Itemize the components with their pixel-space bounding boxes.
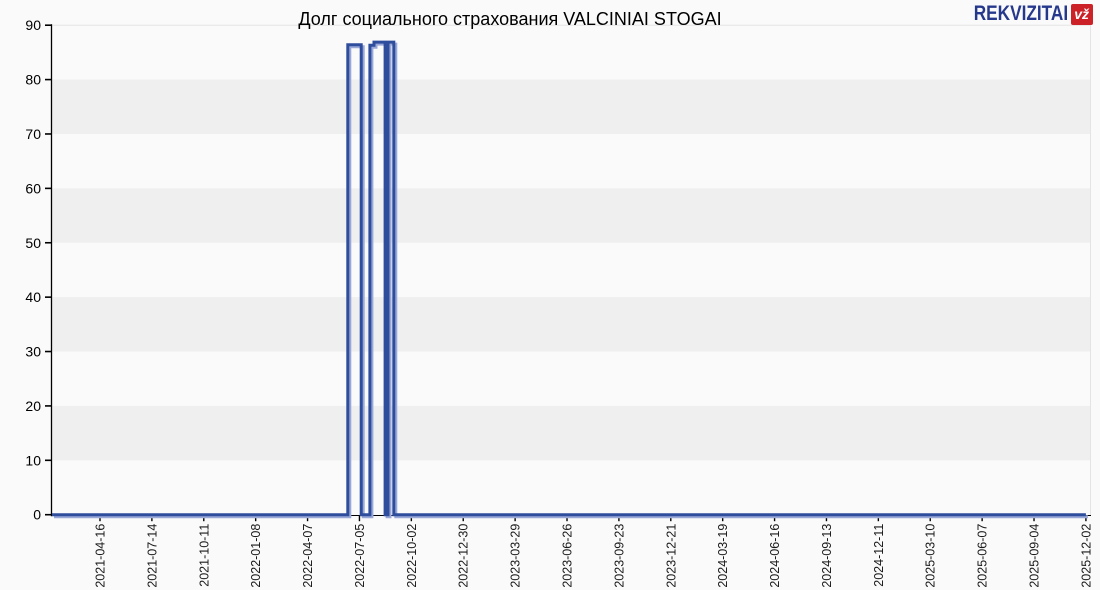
grid-band	[52, 188, 1091, 243]
x-axis-label: 2025-03-10	[924, 524, 938, 588]
y-axis-label: 70	[25, 126, 41, 142]
y-axis-label: 20	[25, 398, 41, 414]
y-axis-label: 0	[33, 507, 41, 523]
x-axis-label: 2023-09-23	[612, 524, 626, 588]
grid-band	[52, 79, 1091, 134]
data-line	[52, 40, 1086, 517]
x-axis-label: 2021-10-11	[197, 524, 211, 587]
x-axis-label: 2024-03-19	[716, 524, 730, 588]
x-axis-label: 2022-10-02	[405, 524, 419, 588]
x-axis-label: 2022-01-08	[249, 524, 263, 588]
x-axis-label: 2025-06-07	[976, 524, 990, 588]
x-axis-label: 2023-06-26	[561, 524, 575, 588]
logo-vz-badge: vž	[1071, 3, 1093, 25]
y-axis-label: 10	[25, 452, 41, 468]
x-axis-label: 2023-03-29	[509, 524, 523, 588]
x-axis-label: 2023-12-21	[664, 524, 678, 588]
chart-title: Долг социального страхования VALCINIAI S…	[298, 9, 722, 29]
rekvizitai-logo[interactable]: REKVIZITAI vž	[953, 2, 1093, 26]
y-axis-label: 60	[25, 180, 41, 196]
y-axis-label: 90	[25, 17, 41, 33]
grid-band	[52, 405, 1091, 461]
x-axis-label: 2022-04-07	[301, 524, 315, 588]
grid-band	[52, 297, 1091, 352]
x-axis-label: 2024-12-11	[872, 524, 886, 587]
y-axis-label: 30	[25, 344, 41, 360]
x-axis-label: 2024-09-13	[820, 524, 834, 588]
x-axis-label: 2025-12-02	[1079, 524, 1093, 588]
x-axis-label: 2022-12-30	[457, 524, 471, 588]
x-axis-label: 2022-07-05	[353, 524, 367, 588]
y-axis-label: 50	[25, 235, 41, 251]
logo-text: REKVIZITAI	[973, 2, 1069, 25]
x-axis-label: 2025-09-04	[1028, 524, 1042, 588]
x-axis-label: 2021-04-16	[94, 524, 108, 588]
y-axis-label: 80	[25, 72, 41, 88]
x-axis-label: 2021-07-14	[145, 524, 159, 588]
y-axis-label: 40	[25, 289, 41, 305]
x-axis-label: 2024-06-16	[768, 524, 782, 588]
